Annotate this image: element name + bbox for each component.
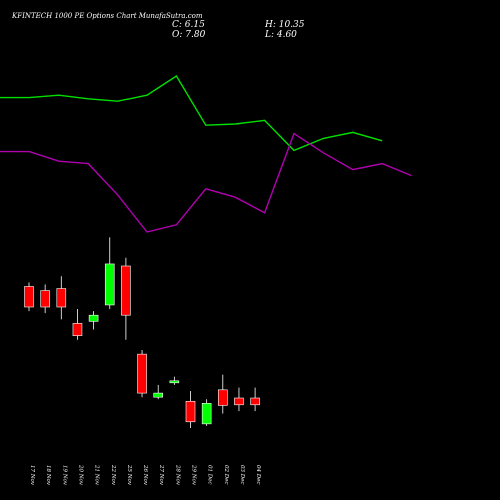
candle-body bbox=[201, 403, 212, 425]
candle-19-nov bbox=[56, 276, 67, 320]
x-tick-label: 26 Nov bbox=[142, 464, 148, 486]
candle-body bbox=[40, 290, 50, 308]
candles bbox=[24, 237, 260, 428]
candle-body bbox=[121, 265, 131, 316]
candle-26-nov bbox=[137, 350, 147, 398]
indicator-line-1 bbox=[0, 75, 383, 152]
candle-02-dec bbox=[218, 374, 228, 414]
candle-body bbox=[153, 392, 163, 398]
candle-25-nov bbox=[121, 257, 131, 340]
candle-body bbox=[88, 314, 99, 322]
candle-27-nov bbox=[153, 384, 163, 400]
x-tick-label: 03 Dec bbox=[239, 465, 245, 485]
x-tick-label: 29 Nov bbox=[191, 464, 197, 486]
close-value: C: 6.15 bbox=[172, 20, 205, 30]
candle-body bbox=[250, 397, 260, 406]
candle-body bbox=[137, 353, 147, 394]
x-tick-label: 04 Dec bbox=[255, 465, 261, 485]
x-tick-label: 25 Nov bbox=[126, 464, 132, 486]
candle-body bbox=[218, 389, 228, 406]
candle-17-nov bbox=[24, 282, 34, 312]
candle-20-nov bbox=[72, 309, 83, 340]
candle-body bbox=[169, 380, 180, 384]
candle-body bbox=[185, 400, 196, 423]
high-value: H: 10.35 bbox=[264, 20, 305, 30]
candle-body bbox=[72, 323, 83, 336]
x-tick-label: 22 Nov bbox=[110, 464, 116, 486]
candle-03-dec bbox=[234, 387, 244, 412]
candle-body bbox=[104, 263, 115, 306]
candle-22-nov bbox=[104, 237, 115, 310]
low-value: L: 4.60 bbox=[264, 30, 297, 40]
x-tick-label: 27 Nov bbox=[158, 464, 164, 486]
candle-18-nov bbox=[40, 284, 50, 314]
candle-body bbox=[24, 286, 34, 308]
x-tick-label: 21 Nov bbox=[94, 464, 100, 486]
candle-04-dec bbox=[250, 387, 260, 412]
x-tick-label: 18 Nov bbox=[45, 465, 51, 486]
chart-title: KFINTECH 1000 PE Options Chart MunafaSut… bbox=[11, 12, 203, 20]
x-tick-label: 01 Dec bbox=[207, 465, 213, 485]
x-tick-label: 28 Nov bbox=[174, 464, 180, 486]
x-axis-labels: 17 Nov 18 Nov 19 Nov 20 Nov 21 Nov 22 Nov 25 N… bbox=[29, 464, 261, 486]
candle-21-nov bbox=[88, 311, 99, 330]
x-tick-label: 20 Nov bbox=[77, 464, 83, 486]
x-tick-label: 19 Nov bbox=[61, 465, 67, 486]
candle-body bbox=[56, 288, 67, 308]
x-tick-label: 17 Nov bbox=[29, 465, 35, 486]
candle-29-nov bbox=[185, 391, 196, 428]
x-tick-label: 02 Dec bbox=[223, 465, 229, 485]
indicator-line-2 bbox=[0, 132, 412, 233]
indicator-lines bbox=[0, 75, 412, 233]
candle-28-nov bbox=[169, 376, 180, 385]
candle-body bbox=[234, 397, 244, 406]
candle-01-dec bbox=[201, 399, 212, 426]
open-value: O: 7.80 bbox=[172, 30, 206, 40]
